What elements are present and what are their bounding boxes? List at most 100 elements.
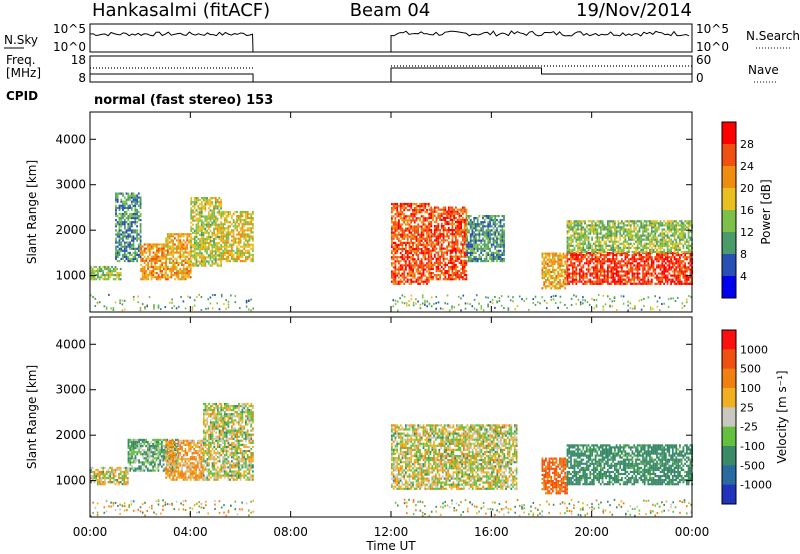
power-cell bbox=[396, 235, 399, 238]
power-cell bbox=[657, 228, 660, 231]
power-cell bbox=[575, 280, 578, 283]
power-cell bbox=[494, 221, 497, 224]
power-cell bbox=[666, 222, 669, 225]
power-cell bbox=[483, 215, 486, 218]
power-cell bbox=[181, 270, 183, 273]
power-cell bbox=[430, 276, 433, 279]
power-cell bbox=[562, 281, 565, 284]
power-cell bbox=[633, 230, 636, 233]
power-cell bbox=[599, 252, 602, 255]
power-cell bbox=[143, 261, 146, 264]
power-cell bbox=[218, 229, 221, 232]
power-cell bbox=[585, 234, 588, 237]
power-cell bbox=[200, 203, 203, 206]
power-cell bbox=[482, 243, 484, 246]
power-cell bbox=[494, 219, 497, 222]
power-cell bbox=[250, 260, 253, 263]
power-cell bbox=[668, 264, 671, 267]
power-cell bbox=[546, 258, 549, 261]
power-cell bbox=[442, 212, 445, 215]
power-cell bbox=[432, 212, 434, 215]
nave-tick-top: 60 bbox=[696, 53, 711, 67]
power-cell bbox=[401, 268, 404, 271]
power-cell bbox=[115, 208, 117, 211]
power-cell bbox=[659, 266, 662, 269]
power-cell bbox=[175, 249, 178, 252]
power-cell bbox=[496, 227, 498, 230]
power-cell bbox=[165, 265, 168, 269]
power-cell bbox=[170, 257, 173, 260]
power-cell bbox=[607, 236, 609, 239]
power-cell bbox=[466, 227, 469, 230]
power-cell bbox=[442, 251, 445, 254]
power-cell bbox=[134, 206, 137, 209]
power-cell bbox=[405, 219, 407, 222]
power-cell bbox=[661, 244, 664, 247]
power-cell bbox=[478, 253, 481, 256]
power-cell bbox=[599, 264, 602, 267]
power-cell bbox=[573, 272, 576, 275]
power-cell bbox=[120, 247, 123, 250]
power-cell bbox=[231, 223, 233, 226]
power-cell bbox=[463, 227, 466, 230]
power-cell bbox=[468, 247, 470, 250]
power-cell bbox=[238, 253, 240, 256]
power-cell bbox=[188, 251, 190, 254]
power-cell bbox=[119, 278, 122, 281]
power-cell bbox=[577, 236, 579, 239]
power-cell bbox=[466, 239, 469, 242]
power-cell bbox=[664, 224, 667, 227]
power-cell bbox=[216, 201, 219, 204]
power-cell bbox=[245, 260, 247, 263]
power-cell bbox=[427, 262, 430, 265]
power-cell bbox=[629, 228, 632, 231]
power-cell bbox=[432, 263, 434, 266]
power-cell bbox=[598, 232, 600, 235]
power-cell bbox=[206, 231, 208, 234]
power-cell bbox=[116, 221, 119, 224]
power-cell bbox=[635, 276, 637, 279]
power-cell bbox=[663, 236, 665, 239]
power-cell bbox=[190, 260, 193, 263]
power-cell bbox=[664, 262, 667, 265]
power-cell bbox=[645, 258, 648, 261]
power-cell bbox=[222, 249, 224, 252]
power-cell bbox=[471, 251, 474, 254]
power-cell bbox=[197, 221, 200, 224]
power-cell bbox=[631, 234, 634, 237]
power-cell bbox=[490, 225, 493, 228]
power-cell bbox=[480, 241, 483, 244]
beam-title: Beam 04 bbox=[350, 0, 431, 21]
power-cell bbox=[98, 267, 101, 271]
power-cell bbox=[406, 250, 409, 253]
power-cell bbox=[177, 245, 180, 248]
power-cell bbox=[584, 222, 586, 225]
power-cell bbox=[412, 245, 414, 249]
power-cell bbox=[430, 237, 433, 240]
power-cell bbox=[398, 215, 400, 218]
power-cell bbox=[396, 272, 399, 275]
power-cell bbox=[419, 205, 421, 208]
power-cell bbox=[399, 209, 402, 212]
power-cell bbox=[413, 280, 416, 283]
power-cell bbox=[501, 229, 504, 232]
power-cell bbox=[645, 228, 648, 231]
power-cell bbox=[615, 228, 618, 231]
freq-line bbox=[89, 67, 692, 82]
power-cell bbox=[659, 246, 662, 249]
power-cell bbox=[127, 204, 130, 207]
power-cell bbox=[150, 272, 153, 275]
power-cell bbox=[220, 203, 222, 206]
power-cell bbox=[172, 245, 175, 248]
power-cell bbox=[250, 235, 253, 238]
power-cell bbox=[141, 278, 144, 281]
power-cell bbox=[236, 249, 238, 252]
power-cell bbox=[560, 258, 563, 261]
power-cell bbox=[487, 241, 490, 244]
power-cell bbox=[624, 244, 627, 247]
power-cell bbox=[193, 262, 196, 265]
power-cell bbox=[592, 250, 595, 254]
power-cell bbox=[615, 252, 618, 255]
power-cell bbox=[478, 237, 481, 240]
power-cell bbox=[123, 225, 126, 228]
